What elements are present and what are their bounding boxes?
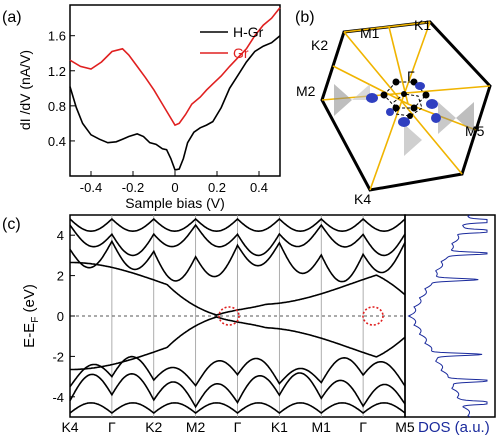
panel-label-a: (a) <box>2 9 22 26</box>
panel-a-xtick-label: -0.2 <box>122 180 144 195</box>
band-u1 <box>69 223 406 257</box>
panel-a-lines <box>69 7 281 171</box>
panel-a-ytick-label: 1.6 <box>48 29 66 44</box>
band-u3 <box>69 217 406 233</box>
panel-c-ytick-label: 2 <box>57 269 64 284</box>
panel-c-yticks: 4 2 0 -2 -4 <box>52 228 75 405</box>
bz-label-m1: M1 <box>360 25 380 41</box>
k-label: K2 <box>145 419 162 435</box>
ylabel-sub: F <box>30 317 41 323</box>
panel-a-xtick-label: 0 <box>171 180 178 195</box>
band-l2 <box>69 372 406 409</box>
bz-label-k4: K4 <box>354 191 371 207</box>
panel-c-ytick-label: -2 <box>52 349 64 364</box>
panel-a-xtick-label: -0.4 <box>80 180 102 195</box>
k-label: M5 <box>395 419 415 435</box>
panel-a-ytick-label: 0.8 <box>48 99 66 114</box>
dos-label-unit: (a.u.) <box>451 419 490 436</box>
band-l3 <box>69 402 406 415</box>
k-label: K1 <box>271 419 288 435</box>
panel-label-c: (c) <box>2 216 21 233</box>
panel-c-k-labels: K4 Γ K2 M2 Γ K1 M1 Γ M5 <box>61 419 414 435</box>
panel-a-ytick-label: 1.2 <box>48 64 66 79</box>
legend-label-hgr: H-Gr <box>233 24 264 40</box>
series-line-h-gr <box>69 35 281 171</box>
dirac-point-marker-2 <box>362 306 384 326</box>
dos-label-main: DOS <box>418 419 451 436</box>
bz-label-m2: M2 <box>296 83 316 99</box>
k-label: Γ <box>234 419 242 435</box>
panel-label-b: (b) <box>295 9 315 26</box>
bz-label-gamma: Γ <box>407 68 415 84</box>
band-u2 <box>69 239 406 283</box>
panel-a-legend: H-Gr Gr <box>200 24 264 61</box>
k-label: K4 <box>61 419 78 435</box>
legend-label-gr: Gr <box>233 45 249 61</box>
panel-c-ytick-label: 4 <box>57 228 64 243</box>
panel-a-xlabel: Sample bias (V) <box>125 195 225 211</box>
ylabel-unit: (eV) <box>21 284 38 317</box>
ylabel-main: E-E <box>21 323 38 348</box>
series-line-gr <box>69 7 281 127</box>
panel-b: K1 M1 K2 M2 M5 K4 Γ <box>296 17 492 207</box>
panel-a-ylabel: dI /dV (nA/V) <box>17 50 33 130</box>
k-label: Γ <box>108 419 116 435</box>
dirac-point-marker-1 <box>218 306 240 326</box>
band-l1 <box>69 355 406 388</box>
panel-c: 4 2 0 -2 -4 K4 Γ K2 M2 Γ K1 M1 Γ M5 E-EF (eV) DOS (a… <box>21 214 496 436</box>
panel-a-xtick-label: 0.2 <box>208 180 226 195</box>
bz-label-k1: K1 <box>414 17 431 33</box>
panel-c-ytick-label: -4 <box>52 390 64 405</box>
dirac-cones <box>334 84 474 156</box>
bz-label-m5: M5 <box>465 123 485 139</box>
lattice-structure <box>366 78 441 127</box>
panel-c-ylabel: E-EF (eV) <box>21 284 41 348</box>
panel-a-ticks: -0.4 -0.2 0 0.2 0.4 0.4 0.8 1.2 1.6 <box>48 29 268 195</box>
k-label: Γ <box>359 419 367 435</box>
high-symmetry-lines <box>321 21 491 191</box>
panel-a-ytick-label: 0.4 <box>48 134 66 149</box>
k-label: M1 <box>312 419 332 435</box>
k-label: M2 <box>186 419 206 435</box>
panel-a-xtick-label: 0.4 <box>250 180 268 195</box>
dos-curve <box>407 214 488 418</box>
panel-c-ytick-label: 0 <box>57 309 64 324</box>
dos-frame <box>404 214 496 418</box>
bz-label-k2: K2 <box>311 37 328 53</box>
dos-label: DOS (a.u.) <box>418 419 490 436</box>
panel-a: -0.4 -0.2 0 0.2 0.4 0.4 0.8 1.2 1.6 Sample bias … <box>17 4 281 211</box>
